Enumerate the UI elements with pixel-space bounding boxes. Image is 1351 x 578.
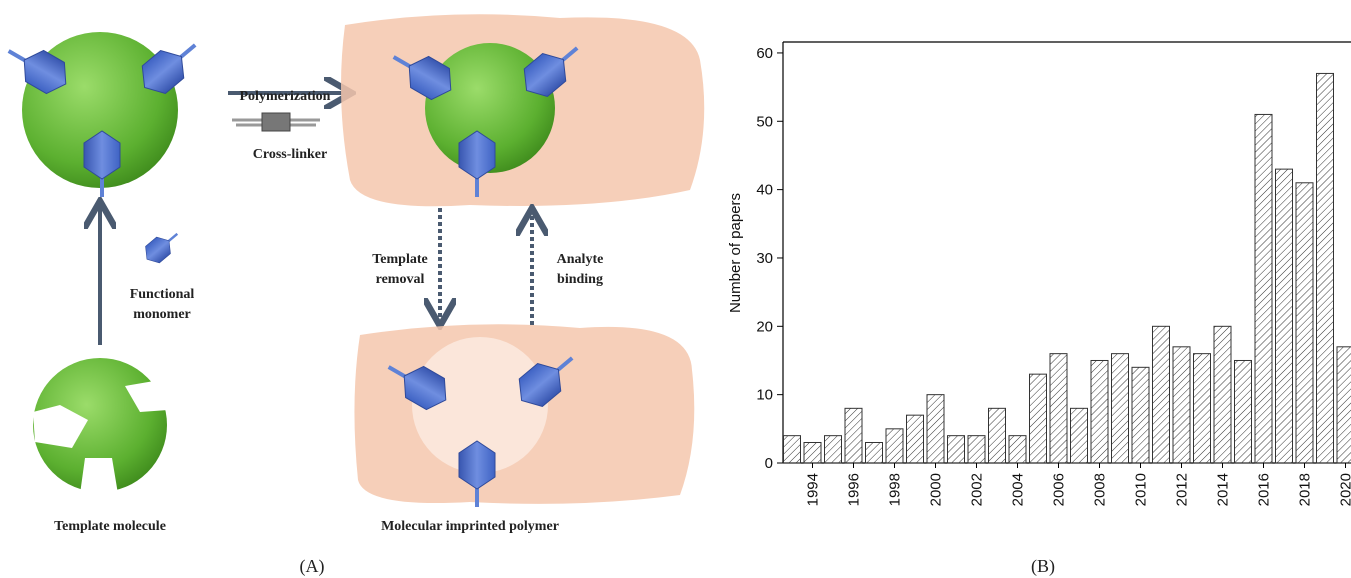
label: Cross-linker [253, 147, 327, 162]
y-tick-label: 10 [756, 387, 773, 404]
bar [1009, 436, 1026, 463]
bar [784, 436, 801, 463]
bar [968, 436, 985, 463]
notch [80, 458, 118, 494]
x-tick-label: 1994 [805, 473, 822, 506]
y-tick-label: 20 [756, 318, 773, 335]
bar [1071, 408, 1088, 463]
monomer [140, 226, 184, 268]
y-tick-label: 50 [756, 113, 773, 130]
bar [1173, 347, 1190, 463]
x-tick-label: 1998 [887, 473, 904, 506]
bar [886, 429, 903, 463]
y-tick-label: 60 [756, 45, 773, 62]
bar [825, 436, 842, 463]
y-tick-label: 40 [756, 182, 773, 199]
x-tick-label: 2018 [1297, 473, 1314, 506]
x-tick-label: 2004 [1010, 473, 1027, 506]
x-tick-label: 2008 [1092, 473, 1109, 506]
label: Polymerization [240, 89, 331, 104]
x-tick-label: 2012 [1174, 473, 1191, 506]
bar [989, 408, 1006, 463]
bar [1194, 354, 1211, 463]
bar [1214, 326, 1231, 463]
label: Functional [130, 287, 195, 302]
bar [1276, 169, 1293, 463]
bar [1255, 114, 1272, 463]
bar [1132, 367, 1149, 463]
bar [1030, 374, 1047, 463]
y-tick-label: 0 [765, 455, 773, 472]
bar [948, 436, 965, 463]
x-tick-label: 2002 [969, 473, 986, 506]
panel-label: (B) [1031, 556, 1055, 577]
label: removal [376, 272, 425, 287]
figure: Polymerization Cross-linker Functional m… [0, 0, 1351, 578]
label: Analyte [557, 252, 604, 267]
bar [866, 442, 883, 463]
label: Molecular imprinted polymer [381, 519, 559, 534]
x-tick-label: 2000 [928, 473, 945, 506]
bar [845, 408, 862, 463]
x-tick-label: 2014 [1215, 473, 1232, 506]
x-tick-label: 2006 [1051, 473, 1068, 506]
x-tick-label: 2016 [1256, 473, 1273, 506]
panel-label: (A) [300, 556, 325, 577]
bar [1091, 360, 1108, 463]
x-tick-label: 2010 [1133, 473, 1150, 506]
bar [1337, 347, 1351, 463]
x-tick-label: 1996 [846, 473, 863, 506]
chart: (B) Number of papers 0 10 20 30 40 50 60 1994 19… [727, 42, 1351, 577]
bar [804, 442, 821, 463]
label: Template molecule [54, 519, 166, 534]
bar [1112, 354, 1129, 463]
bar [1235, 360, 1252, 463]
x-tick-label: 2020 [1338, 473, 1351, 506]
label: binding [557, 272, 603, 287]
cross-linker-icon [232, 113, 320, 131]
y-tick-label: 30 [756, 250, 773, 267]
bar [907, 415, 924, 463]
diagram: Polymerization Cross-linker Functional m… [0, 14, 704, 577]
bar [927, 395, 944, 463]
label: Template [372, 252, 427, 267]
y-axis-label: Number of papers [727, 193, 744, 313]
label: monomer [133, 307, 191, 322]
bar [1050, 354, 1067, 463]
bar [1296, 183, 1313, 463]
bar [1317, 73, 1334, 463]
bar [1153, 326, 1170, 463]
